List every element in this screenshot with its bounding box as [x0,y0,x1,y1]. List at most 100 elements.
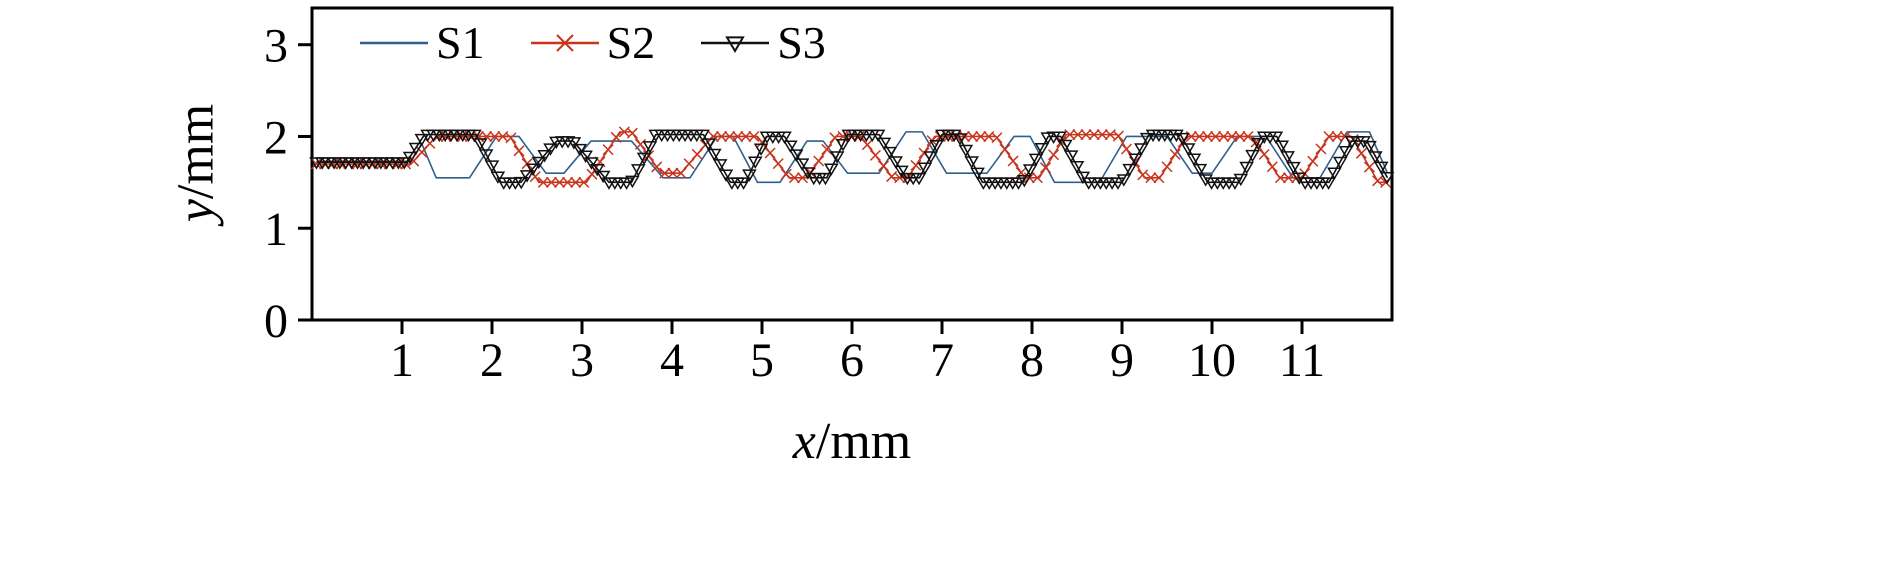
series-marker-s3 [1180,143,1196,156]
series-marker-s3 [695,129,710,143]
legend-item-s1: S1 [358,16,485,69]
series-marker-s3 [625,175,640,189]
series-marker-s2 [1201,130,1214,143]
series-marker-s3 [794,158,810,171]
series-marker-s3 [964,156,980,169]
series-marker-s2 [1039,162,1052,174]
series-marker-s2 [821,143,833,155]
y-axis-label: y/mm [167,104,226,222]
series-marker-s2 [869,149,881,161]
series-marker-s2 [1363,161,1376,173]
series-marker-s3 [1332,156,1348,170]
series-marker-s3 [1338,146,1354,159]
series-marker-s2 [1274,172,1286,184]
x-tick-label: 6 [840,334,864,387]
series-marker-s2 [772,158,784,170]
series-marker-s3 [1327,167,1342,180]
series-marker-s3 [484,160,500,173]
legend-label-s2: S2 [606,17,656,68]
series-marker-s2 [861,139,873,151]
series-marker-s2 [999,143,1011,155]
series-marker-s3 [543,143,558,156]
series-marker-s3 [1239,161,1254,175]
series-marker-s3 [519,170,535,183]
legend-item-s3: S3 [699,16,826,69]
series-marker-s2 [975,130,987,143]
series-marker-s3 [747,156,763,169]
series-marker-s3 [742,169,757,182]
series-marker-s3 [1362,140,1377,154]
series-marker-s2 [537,176,549,188]
series-marker-s3 [753,143,769,156]
x-axis-label: x/mm [312,412,1392,471]
series-marker-s2 [715,130,728,143]
series-marker-s3 [572,143,588,157]
series-marker-s2 [1064,129,1076,141]
series-marker-s2 [1161,161,1173,173]
series-marker-s3 [472,138,488,151]
series-marker-s2 [1315,143,1327,155]
series-marker-s3 [584,157,599,170]
series-marker-s2 [570,176,582,188]
legend-sample-s2 [530,33,599,52]
series-marker-s2 [634,138,647,150]
series-marker-s3 [1063,150,1079,163]
series-marker-s3 [1017,174,1032,188]
series-marker-s3 [630,164,646,177]
y-axis-label-var: y [167,199,225,223]
series-marker-s2 [910,159,922,171]
series-marker-s3 [1373,161,1389,175]
x-tick-label: 4 [660,334,684,387]
series-marker-s3 [1198,174,1214,187]
series-marker-s2 [991,132,1003,144]
series-marker-s2 [967,130,979,143]
series-marker-s2 [1145,172,1157,184]
series-marker-s2 [732,130,744,143]
series-marker-s2 [1112,130,1124,142]
series-marker-s2 [1210,130,1222,143]
series-marker-s2 [691,148,703,160]
series-marker-s3 [946,129,962,143]
series-marker-s3 [706,148,722,162]
series-marker-s2 [1323,130,1335,143]
series-marker-s3 [525,163,541,176]
series-marker-s3 [1379,172,1395,185]
series-marker-s3 [823,163,839,176]
series-marker-s3 [952,133,968,146]
series-marker-s3 [1368,151,1383,164]
series-marker-s3 [888,156,903,169]
series-marker-s2 [610,131,622,143]
series-marker-s3 [531,156,547,170]
series-marker-s2 [813,155,825,167]
series-marker-s2 [562,176,574,188]
x-tick-label: 10 [1188,334,1236,387]
series-marker-s3 [414,133,430,147]
series-marker-s3 [1116,174,1132,187]
series-marker-s3 [777,131,792,144]
series-marker-s3 [1186,153,1202,166]
series-marker-s3 [1110,177,1126,190]
series-marker-s3 [1227,177,1243,190]
series-marker-s3 [1280,151,1295,164]
series-marker-s3 [1268,131,1284,144]
series-marker-s2 [505,132,517,144]
series-marker-s3 [701,138,716,151]
y-axis-label-unit: /mm [167,103,225,200]
series-marker-s2 [1193,130,1205,143]
series-marker-s2 [1088,129,1100,141]
series-marker-s3 [870,129,886,143]
series-marker-s2 [481,130,493,143]
series-marker-s3 [408,142,424,156]
series-marker-s3 [1169,129,1184,143]
series-marker-s3 [1052,131,1067,144]
series-marker-s3 [1139,132,1155,146]
series-marker-s2 [780,168,792,180]
series-marker-s3 [566,137,582,150]
series-marker-s3 [788,149,804,162]
y-tick-label: 3 [264,20,288,73]
series-marker-s3 [467,129,482,143]
legend: S1 S2 S3 [358,16,826,69]
series-marker-s3 [958,144,974,158]
series-marker-s3 [876,137,892,151]
